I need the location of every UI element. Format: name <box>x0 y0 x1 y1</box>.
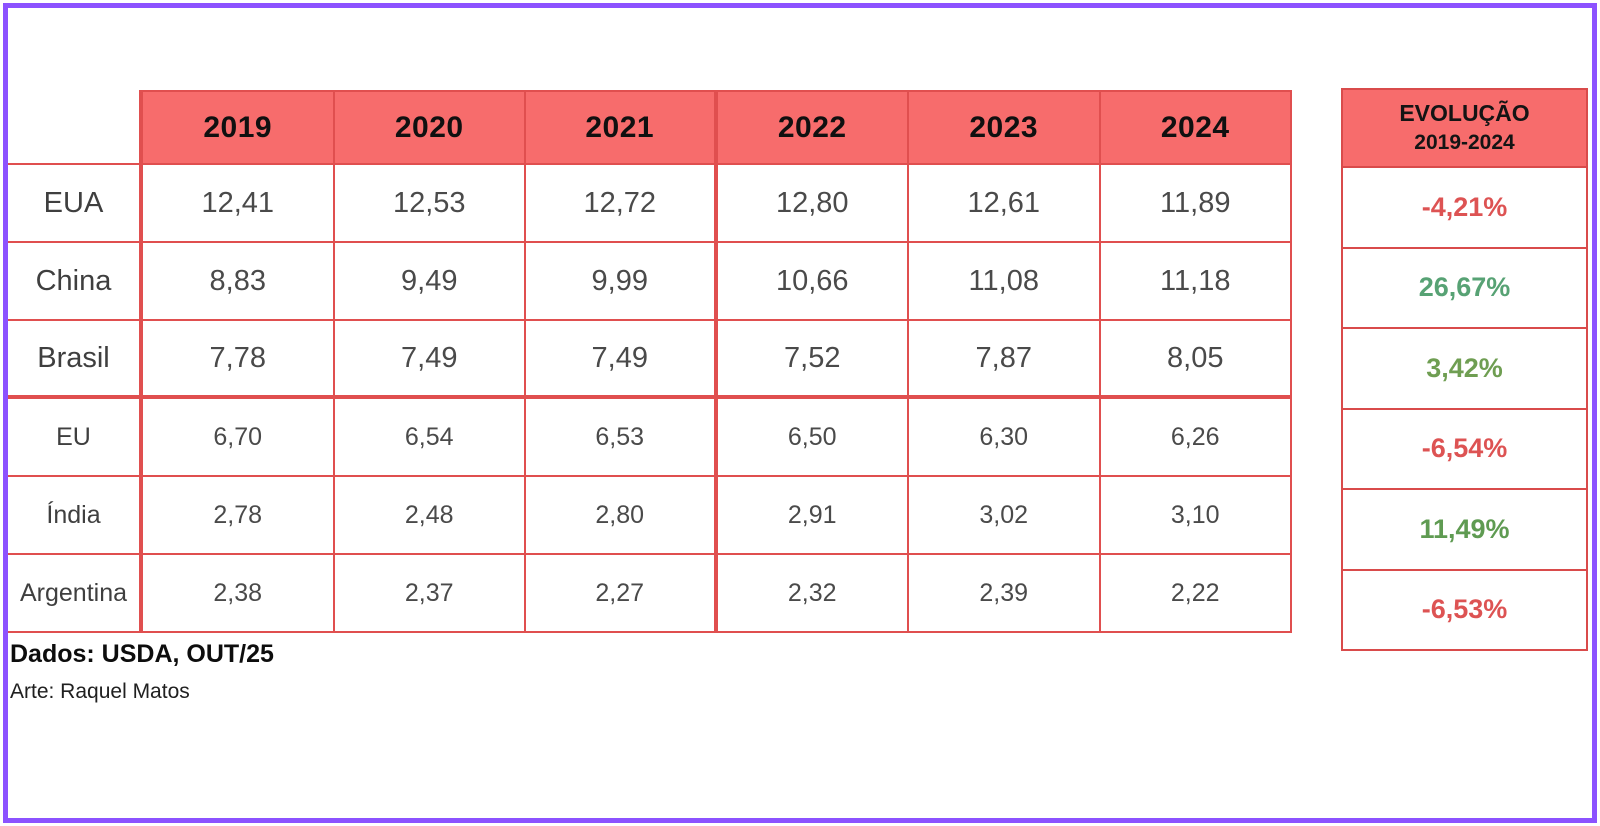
value-china-2023: 11,08 <box>909 243 1101 321</box>
value-china-2019: 8,83 <box>143 243 335 321</box>
value-argentina-2022: 2,32 <box>717 555 909 633</box>
evolution-value-argentina: -6,53% <box>1341 570 1588 651</box>
value-india-2021: 2,80 <box>526 477 718 555</box>
value-brasil-2021: 7,49 <box>526 321 718 399</box>
value-brasil-2020: 7,49 <box>334 321 526 399</box>
value-eu-2024: 6,26 <box>1100 399 1292 477</box>
evolution-value-china: 26,67% <box>1341 248 1588 329</box>
value-argentina-2020: 2,37 <box>334 555 526 633</box>
value-india-2020: 2,48 <box>334 477 526 555</box>
year-header-2020: 2020 <box>334 90 526 165</box>
value-eua-2024: 11,89 <box>1100 165 1292 243</box>
value-argentina-2019: 2,38 <box>143 555 335 633</box>
value-eu-2019: 6,70 <box>143 399 335 477</box>
value-eua-2021: 12,72 <box>526 165 718 243</box>
value-argentina-2024: 2,22 <box>1100 555 1292 633</box>
row-label-india: Índia <box>8 477 143 555</box>
value-eu-2022: 6,50 <box>717 399 909 477</box>
value-eu-2021: 6,53 <box>526 399 718 477</box>
table-corner-cell <box>8 90 143 165</box>
value-india-2022: 2,91 <box>717 477 909 555</box>
value-argentina-2021: 2,27 <box>526 555 718 633</box>
year-header-2019: 2019 <box>143 90 335 165</box>
evolution-table: EVOLUÇÃO 2019-2024 -4,21% 26,67% 3,42% -6,5… <box>1341 88 1588 651</box>
evolution-header-range: 2019-2024 <box>1414 131 1515 155</box>
value-india-2019: 2,78 <box>143 477 335 555</box>
value-india-2024: 3,10 <box>1100 477 1292 555</box>
value-brasil-2022: 7,52 <box>717 321 909 399</box>
value-india-2023: 3,02 <box>909 477 1101 555</box>
row-label-argentina: Argentina <box>8 555 143 633</box>
evolution-value-eua: -4,21% <box>1341 168 1588 249</box>
value-eua-2020: 12,53 <box>334 165 526 243</box>
production-by-year-table: 2019 2020 2021 2022 2023 2024 EUA 12,41 12,53 12,… <box>8 90 1292 633</box>
value-china-2020: 9,49 <box>334 243 526 321</box>
evolution-value-brasil: 3,42% <box>1341 329 1588 410</box>
year-header-2021: 2021 <box>526 90 718 165</box>
value-china-2022: 10,66 <box>717 243 909 321</box>
row-label-china: China <box>8 243 143 321</box>
evolution-header: EVOLUÇÃO 2019-2024 <box>1341 88 1588 168</box>
value-china-2021: 9,99 <box>526 243 718 321</box>
value-china-2024: 11,18 <box>1100 243 1292 321</box>
evolution-value-india: 11,49% <box>1341 490 1588 571</box>
row-label-eua: EUA <box>8 165 143 243</box>
year-header-2022: 2022 <box>717 90 909 165</box>
value-brasil-2023: 7,87 <box>909 321 1101 399</box>
value-eu-2020: 6,54 <box>334 399 526 477</box>
evolution-value-eu: -6,54% <box>1341 409 1588 490</box>
art-credit-text: Arte: Raquel Matos <box>10 680 190 703</box>
year-header-2023: 2023 <box>909 90 1101 165</box>
value-brasil-2019: 7,78 <box>143 321 335 399</box>
value-eua-2023: 12,61 <box>909 165 1101 243</box>
year-header-2024: 2024 <box>1100 90 1292 165</box>
value-eu-2023: 6,30 <box>909 399 1101 477</box>
row-label-brasil: Brasil <box>8 321 143 399</box>
value-brasil-2024: 8,05 <box>1100 321 1292 399</box>
value-eua-2019: 12,41 <box>143 165 335 243</box>
evolution-header-title: EVOLUÇÃO <box>1399 100 1530 127</box>
row-label-eu: EU <box>8 399 143 477</box>
data-source-text: Dados: USDA, OUT/25 <box>10 640 274 668</box>
value-eua-2022: 12,80 <box>717 165 909 243</box>
value-argentina-2023: 2,39 <box>909 555 1101 633</box>
